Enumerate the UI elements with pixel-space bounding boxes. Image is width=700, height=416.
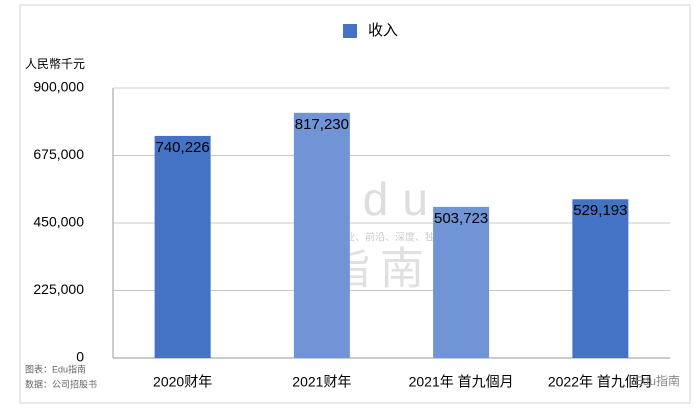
y-tick-label: 225,000 [33,281,84,297]
value-label: 817,230 [295,116,349,133]
y-axis-label: 人民幣千元 [25,57,85,71]
bar [154,135,211,358]
x-tick-label: 2020财年 [153,374,212,390]
bar [293,112,350,359]
value-label: 529,193 [573,202,627,219]
y-tick-label: 900,000 [33,79,84,95]
x-tick-label: 2022年 首九個月 [548,374,653,390]
legend-swatch [343,24,357,38]
x-tick-label: 2021财年 [292,374,351,390]
y-tick-label: 0 [76,349,84,365]
value-label: 740,226 [156,139,210,156]
note: 图表：Edu指南 [25,363,86,374]
watermark: Edu指南 [635,373,680,388]
x-tick-label: 2021年 首九個月 [409,374,514,390]
legend-label: 收入 [368,22,398,39]
value-label: 503,723 [434,210,488,227]
y-tick-label: 450,000 [33,214,84,230]
bar [433,206,490,358]
bar [572,199,629,358]
note: 数据：公司招股书 [25,378,97,389]
y-tick-label: 675,000 [33,146,84,162]
